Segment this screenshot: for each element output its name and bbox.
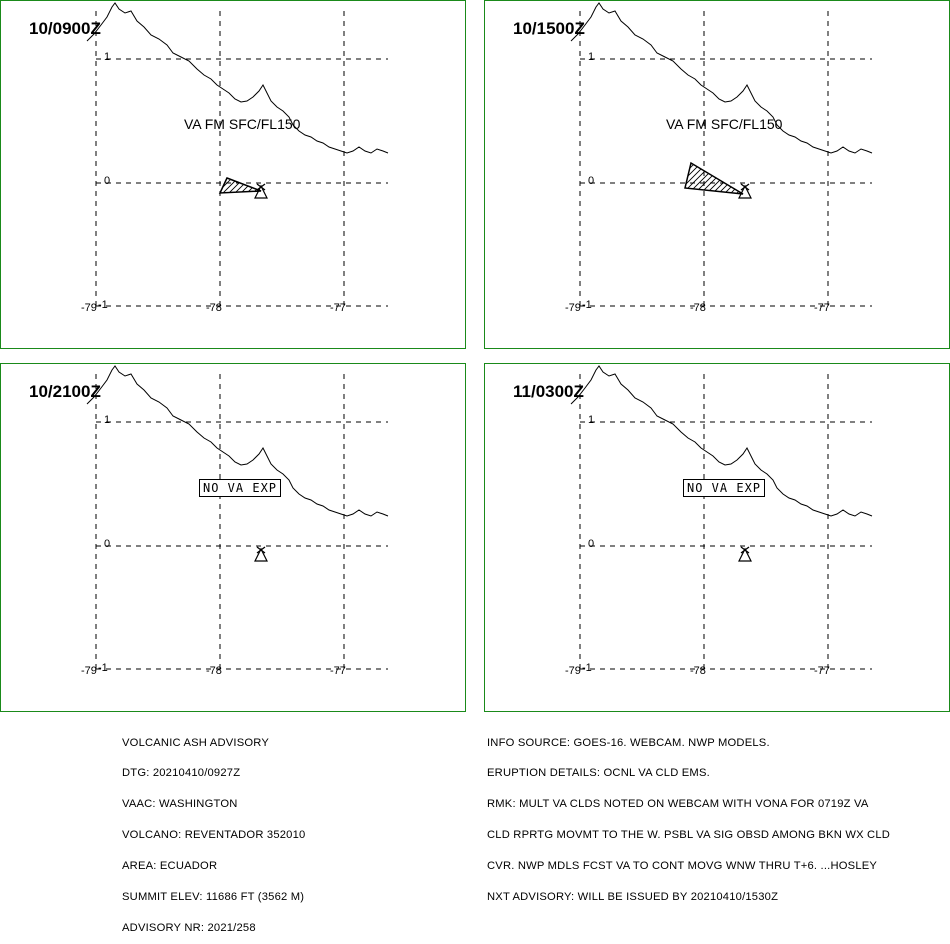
va-label: VA FM SFC/FL150 (666, 116, 783, 132)
lon-tick-77: -77 (814, 302, 830, 314)
lon-tick-78: -78 (206, 665, 222, 677)
lon-tick-77: -77 (330, 302, 346, 314)
footer-line: ERUPTION DETAILS: OCNL VA CLD EMS. (487, 767, 710, 780)
lat-tick-1: 1 (104, 414, 111, 426)
footer-line: VAAC: WASHINGTON (122, 798, 238, 811)
advisory-remarks-block: INFO SOURCE: GOES-16. WEBCAM. NWP MODELS… (487, 717, 890, 913)
footer-line: DTG: 20210410/0927Z (122, 767, 241, 780)
no-va-box: NO VA EXP (199, 479, 282, 497)
no-va-box: NO VA EXP (683, 479, 766, 497)
lat-tick-0: 0 (588, 175, 595, 187)
lat-tick-1: 1 (588, 414, 595, 426)
panel-time: 10/0900Z (29, 19, 101, 38)
map-2 (570, 2, 873, 307)
coastline (86, 2, 389, 154)
volcano-icon (738, 546, 752, 562)
ash-cloud-area (684, 161, 744, 195)
lon-tick-79: -79 (81, 302, 97, 314)
forecast-panel-4: 11/0300Z NO VA EXP 1 0 -1 -79 -78 -77 (484, 363, 950, 712)
va-label: VA FM SFC/FL150 (184, 116, 301, 132)
footer-line: VOLCANIC ASH ADVISORY (122, 736, 269, 749)
volcano-icon (254, 546, 268, 562)
lat-tick-neg1: -1 (98, 299, 108, 311)
ash-cloud-area (218, 177, 262, 194)
coastline (86, 365, 389, 517)
footer-line: INFO SOURCE: GOES-16. WEBCAM. NWP MODELS… (487, 736, 770, 749)
footer-line: CLD RPRTG MOVMT TO THE W. PSBL VA SIG OB… (487, 829, 891, 842)
lon-tick-79: -79 (565, 665, 581, 677)
forecast-panel-1: 10/0900Z VA FM SFC/FL150 1 0 -1 -79 -78 … (0, 0, 466, 349)
footer-line: AREA: ECUADOR (122, 860, 218, 873)
footer-line: ADVISORY NR: 2021/258 (122, 921, 256, 934)
lat-tick-0: 0 (104, 538, 111, 550)
panel-time: 11/0300Z (513, 382, 584, 401)
coastline (570, 2, 873, 154)
footer-line: SUMMIT ELEV: 11686 FT (3562 M) (122, 891, 305, 904)
lat-tick-1: 1 (104, 51, 111, 63)
footer-line: VOLCANO: REVENTADOR 352010 (122, 829, 306, 842)
lon-tick-79: -79 (81, 665, 97, 677)
forecast-panel-3: 10/2100Z NO VA EXP 1 0 -1 -79 -78 -77 (0, 363, 466, 712)
coastline (570, 365, 873, 517)
lat-tick-neg1: -1 (582, 662, 592, 674)
lon-tick-78: -78 (206, 302, 222, 314)
panel-time: 10/1500Z (513, 19, 585, 38)
volcano-icon (738, 183, 752, 199)
lat-tick-neg1: -1 (98, 662, 108, 674)
lon-tick-78: -78 (690, 302, 706, 314)
footer-line: RMK: MULT VA CLDS NOTED ON WEBCAM WITH V… (487, 798, 869, 811)
lon-tick-78: -78 (690, 665, 706, 677)
panel-time: 10/2100Z (29, 382, 101, 401)
footer-line: NXT ADVISORY: WILL BE ISSUED BY 20210410… (487, 891, 779, 904)
forecast-panel-2: 10/1500Z VA FM SFC/FL150 1 0 -1 -79 -78 … (484, 0, 950, 349)
map-1 (86, 2, 389, 307)
lat-tick-1: 1 (588, 51, 595, 63)
lon-tick-77: -77 (814, 665, 830, 677)
advisory-header-block: VOLCANIC ASH ADVISORY DTG: 20210410/0927… (122, 717, 305, 944)
map-3 (86, 365, 389, 670)
volcano-icon (254, 183, 268, 199)
lon-tick-79: -79 (565, 302, 581, 314)
lat-tick-neg1: -1 (582, 299, 592, 311)
lat-tick-0: 0 (588, 538, 595, 550)
lat-tick-0: 0 (104, 175, 111, 187)
footer-line: CVR. NWP MDLS FCST VA TO CONT MOVG WNW T… (487, 860, 878, 873)
lon-tick-77: -77 (330, 665, 346, 677)
map-4 (570, 365, 873, 670)
